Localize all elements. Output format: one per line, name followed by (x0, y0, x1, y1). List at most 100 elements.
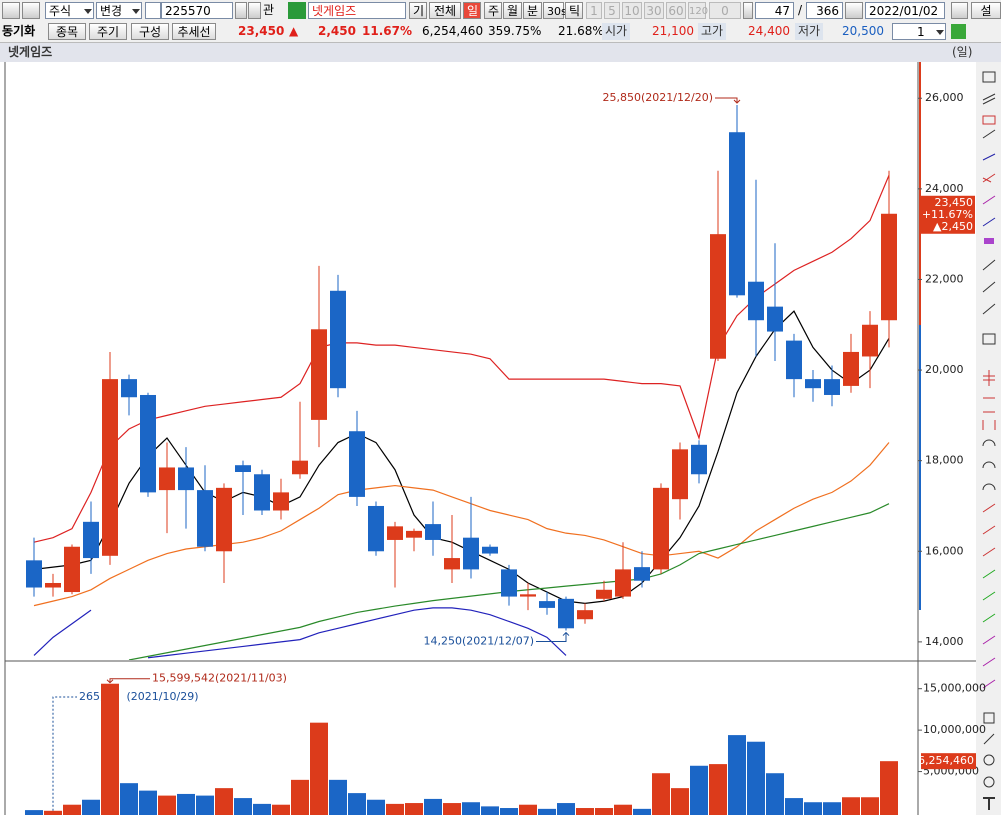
interval-button[interactable]: 10 (622, 2, 642, 19)
tool-icon[interactable] (982, 259, 996, 315)
max-annotation: 15,599,542(2021/11/03) (152, 672, 287, 685)
volume-bar (671, 788, 689, 815)
search[interactable] (248, 2, 261, 19)
settings[interactable]: 설 (971, 2, 1001, 19)
tool-icon[interactable] (983, 754, 995, 766)
tool-icon[interactable] (984, 238, 994, 244)
candle-body (824, 379, 840, 395)
period: (일) (952, 45, 973, 59)
tool-icon[interactable] (982, 217, 996, 227)
candle-body (311, 329, 327, 420)
min-annotation: 265,5 (2021/10/29) (79, 690, 198, 703)
candle-body (406, 530, 422, 538)
icon[interactable] (288, 2, 306, 19)
turnover: 21.68% (558, 24, 604, 38)
period-button[interactable]: 분 (523, 2, 542, 19)
candle-body (83, 521, 99, 559)
tool-icon[interactable] (982, 397, 996, 430)
interval-button[interactable]: 120 (688, 2, 708, 19)
interval-button[interactable]: 60 (666, 2, 686, 19)
candle-body (577, 610, 593, 620)
button[interactable]: 구성 (131, 23, 169, 40)
volume-bar (861, 797, 879, 815)
code-input[interactable]: 225570 (161, 2, 233, 19)
axes: 14,000 16,000 18,000 20,000 22,000 24,000 26,0… (106, 91, 986, 778)
volume-bar (291, 779, 309, 815)
y-tick-label: 16,000 (925, 544, 964, 557)
candle-body (615, 569, 631, 597)
spin[interactable] (235, 2, 247, 19)
button[interactable]: 종목 (48, 23, 86, 40)
button[interactable]: 주기 (89, 23, 127, 40)
tool-icon[interactable] (982, 195, 996, 205)
period-button[interactable]: 30s (543, 2, 567, 19)
volume-tag (921, 753, 976, 770)
spin[interactable] (743, 2, 753, 19)
tool-icon[interactable] (982, 129, 996, 139)
button[interactable]: 기 (409, 2, 427, 19)
tool-icon[interactable] (982, 115, 996, 125)
tool-icon[interactable] (982, 173, 996, 183)
candle-body (159, 467, 175, 491)
icon-button[interactable] (22, 2, 40, 19)
tool-icon[interactable] (983, 797, 995, 810)
count-input[interactable]: 0 (709, 2, 741, 19)
volume-bar (728, 735, 746, 815)
period-button[interactable]: 월 (503, 2, 522, 19)
icon-button[interactable] (2, 2, 20, 19)
total-input[interactable]: 366 (806, 2, 843, 19)
period-button[interactable]: 주 (484, 2, 502, 19)
interval-button[interactable]: 30 (644, 2, 664, 19)
period-button[interactable]: 틱 (565, 2, 583, 19)
candle-body (444, 558, 460, 570)
candle-body (273, 492, 289, 511)
add-button[interactable] (951, 24, 966, 39)
tool-icon[interactable] (982, 503, 996, 557)
tool-icon[interactable] (982, 569, 996, 623)
icon-button[interactable] (845, 2, 863, 19)
icon-button[interactable] (951, 2, 968, 19)
volume: 6,254,460 (422, 24, 484, 38)
volume-ratio: 359.75% (488, 24, 542, 38)
interval-button[interactable]: 1 (586, 2, 602, 19)
volume-bar (633, 808, 651, 815)
volume-bar (215, 788, 233, 815)
tool-icon[interactable] (982, 333, 996, 345)
rate: 11.67% (362, 24, 412, 38)
tool-icon[interactable] (982, 153, 996, 161)
period-button[interactable]: 일 (463, 2, 481, 19)
tool-icon[interactable] (983, 712, 995, 724)
name-input[interactable]: 넷게임즈 (308, 2, 406, 19)
change: 2,450 (318, 24, 356, 38)
button[interactable]: 추세선 (172, 23, 216, 40)
tool-icon[interactable] (983, 776, 995, 788)
low-label: 저가 (795, 23, 824, 40)
change-select[interactable]: 변경 (96, 2, 142, 19)
tool-icon[interactable] (982, 635, 996, 689)
high-annotation: 25,850(2021/12/20) (603, 91, 713, 104)
volume-bar (348, 793, 366, 815)
tool-icon[interactable] (982, 93, 996, 105)
tool-icon[interactable] (982, 71, 996, 83)
date-input[interactable]: 2022/01/02 (865, 2, 945, 19)
interval-button[interactable]: 5 (604, 2, 620, 19)
group[interactable]: 관 (263, 3, 275, 17)
tool-icon[interactable] (983, 733, 995, 745)
market-select[interactable]: 주식 (45, 2, 94, 19)
page-input[interactable]: 47 (755, 2, 794, 19)
count-select[interactable]: 1 (892, 23, 946, 40)
candle-body (425, 524, 441, 540)
price: 23,450 (238, 24, 285, 38)
change: 변경 (100, 4, 123, 18)
min-date: (2021/10/29) (127, 690, 199, 703)
sync[interactable]: 동기화 (2, 24, 36, 38)
blank-box[interactable] (145, 2, 161, 19)
candle-body (45, 582, 61, 588)
tool-icon[interactable] (983, 370, 995, 386)
tool-icon[interactable] (982, 439, 996, 491)
annotation-arrow (536, 631, 570, 643)
button[interactable]: 전체 (429, 2, 461, 19)
volume-bar (177, 793, 195, 815)
